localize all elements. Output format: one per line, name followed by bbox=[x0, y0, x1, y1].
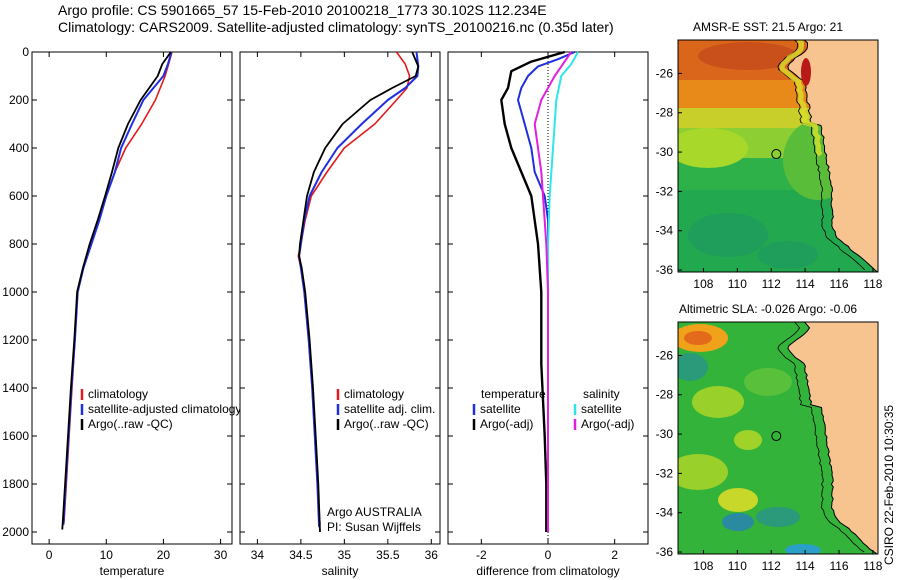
x-tick-label: 30 bbox=[214, 548, 228, 562]
y-tick-label: -36 bbox=[656, 263, 674, 277]
legend-entry: climatology bbox=[344, 387, 404, 401]
legend-entry: satellite bbox=[480, 402, 521, 416]
map-title: Altimetric SLA: -0.026 Argo: -0.06 bbox=[679, 302, 857, 316]
x-tick-label: 118 bbox=[863, 559, 882, 573]
y-tick-label: 2000 bbox=[2, 525, 29, 539]
y-tick-label: -34 bbox=[656, 224, 674, 238]
y-tick-label: 1600 bbox=[2, 429, 29, 443]
x-tick-label: 34.5 bbox=[289, 548, 313, 562]
x-tick-label: 110 bbox=[728, 559, 747, 573]
series-line-3 bbox=[61, 51, 172, 530]
x-tick-label: 0 bbox=[545, 548, 552, 562]
land-area bbox=[787, 322, 878, 554]
x-tick-label: 35 bbox=[338, 548, 352, 562]
y-tick-label: -26 bbox=[656, 348, 674, 362]
y-tick-label: 1800 bbox=[2, 477, 29, 491]
y-tick-label: 800 bbox=[9, 237, 29, 251]
annotation-line: Argo AUSTRALIA bbox=[327, 505, 422, 519]
x-tick-label: 10 bbox=[100, 548, 114, 562]
legend-entry: climatology bbox=[88, 387, 148, 401]
y-tick-label: 1400 bbox=[2, 381, 29, 395]
x-tick-label: 114 bbox=[796, 277, 815, 291]
x-tick-label: 108 bbox=[693, 277, 713, 291]
x-tick-label: 0 bbox=[46, 548, 53, 562]
map-field bbox=[678, 40, 878, 272]
x-tick-label: 118 bbox=[863, 277, 882, 291]
x-axis-label: salinity bbox=[322, 564, 359, 578]
series-line-3 bbox=[298, 51, 420, 533]
timestamp-side-label: CSIRO 22-Feb-2010 10:30:35 bbox=[882, 404, 896, 565]
profile-panel-1: 0 10 20 30 0 200 400 600 800 1000 1200 1400 1600 1800… bbox=[2, 45, 241, 578]
y-tick-label: 600 bbox=[9, 189, 29, 203]
legend-entry: Argo(-adj) bbox=[480, 417, 533, 431]
y-tick-label: 200 bbox=[9, 93, 29, 107]
x-axis-label: temperature bbox=[100, 564, 165, 578]
y-tick-label: -34 bbox=[656, 506, 674, 520]
y-tick-label: 0 bbox=[22, 45, 29, 59]
map-frame bbox=[677, 39, 879, 273]
x-tick-label: -2 bbox=[476, 548, 487, 562]
sst-map-panel: 108 110 112 114 116 118 -26 -28 -30 -32 -34 -36 AMSR… bbox=[656, 20, 883, 291]
axes-box bbox=[239, 51, 441, 545]
y-tick-label: -26 bbox=[656, 66, 674, 80]
legend-entry: satellite-adjusted climatology bbox=[88, 402, 241, 416]
sla-map-panel: 108 110 112 114 116 118 -26 -28 -30 -32 -34 -36 Alti… bbox=[656, 302, 883, 573]
legend-entry: satellite adj. clim. bbox=[344, 402, 435, 416]
series-line-2 bbox=[500, 50, 566, 532]
figure-title-line2: Climatology: CARS2009. Satellite-adjuste… bbox=[58, 19, 614, 35]
y-tick-label: -30 bbox=[656, 145, 674, 159]
legend-entry: Argo(..raw -QC) bbox=[88, 417, 173, 431]
map-field bbox=[678, 322, 878, 554]
shelf-contour bbox=[777, 40, 866, 271]
x-tick-label: 34 bbox=[251, 548, 265, 562]
x-tick-label: 112 bbox=[762, 277, 781, 291]
argo-position-marker bbox=[771, 149, 782, 160]
legend-entry: satellite bbox=[581, 402, 622, 416]
y-tick-label: 1200 bbox=[2, 333, 29, 347]
argo-position-marker bbox=[771, 431, 782, 442]
x-tick-label: 36 bbox=[425, 548, 439, 562]
map-frame bbox=[677, 321, 879, 555]
x-axis-label: difference from climatology bbox=[476, 564, 619, 578]
x-tick-label: 2 bbox=[611, 548, 618, 562]
x-tick-label: 35.5 bbox=[376, 548, 400, 562]
x-tick-label: 116 bbox=[829, 559, 848, 573]
figure-title-line1: Argo profile: CS 5901665_57 15-Feb-2010 … bbox=[58, 2, 547, 18]
shelf-contour bbox=[777, 322, 865, 553]
profile-panel-2: 34 34.5 35 35.5 36 salinity climatologysatelli… bbox=[239, 51, 441, 578]
x-tick-label: 108 bbox=[693, 559, 713, 573]
y-tick-label: -28 bbox=[656, 106, 674, 120]
y-tick-label: -32 bbox=[656, 184, 674, 198]
x-tick-label: 114 bbox=[796, 559, 815, 573]
y-tick-label: -32 bbox=[656, 466, 674, 480]
x-tick-label: 20 bbox=[157, 548, 171, 562]
profile-panel-3: -2 0 2 difference from climatology temperatu… bbox=[447, 50, 649, 578]
legend-entry: Argo(..raw -QC) bbox=[344, 417, 429, 431]
x-tick-label: 110 bbox=[728, 277, 747, 291]
y-tick-label: -28 bbox=[656, 388, 674, 402]
y-tick-label: -36 bbox=[656, 545, 674, 559]
map-title: AMSR-E SST: 21.5 Argo: 21 bbox=[693, 20, 843, 34]
axes-box bbox=[31, 51, 233, 545]
y-tick-label: 400 bbox=[9, 141, 29, 155]
annotation-line: PI: Susan Wijffels bbox=[327, 520, 421, 534]
y-tick-label: -30 bbox=[656, 427, 674, 441]
legend-entry: salinity bbox=[583, 387, 620, 401]
y-tick-label: 1000 bbox=[2, 285, 29, 299]
series-line-4 bbox=[533, 51, 573, 532]
legend-entry: temperature bbox=[481, 387, 546, 401]
legend-entry: Argo(-adj) bbox=[581, 417, 634, 431]
x-tick-label: 112 bbox=[762, 559, 781, 573]
x-tick-label: 116 bbox=[829, 277, 848, 291]
